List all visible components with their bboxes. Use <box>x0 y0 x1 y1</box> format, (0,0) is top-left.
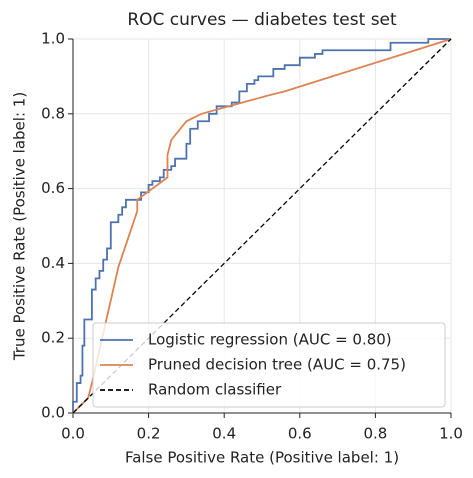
y-tick-label: 0.4 <box>41 254 65 272</box>
y-tick-label: 1.0 <box>41 30 65 48</box>
y-tick-label: 0.8 <box>41 104 65 122</box>
y-tick-label: 0.6 <box>41 179 65 197</box>
x-tick-label: 0.2 <box>137 425 161 443</box>
legend-label: Logistic regression (AUC = 0.80) <box>148 331 392 349</box>
x-tick-label: 0.6 <box>288 425 312 443</box>
x-tick-label: 0.4 <box>212 425 236 443</box>
legend-label: Pruned decision tree (AUC = 0.75) <box>148 356 406 374</box>
x-tick-label: 0.8 <box>363 425 387 443</box>
legend: Logistic regression (AUC = 0.80) Pruned d… <box>92 322 446 408</box>
y-tick-label: 0.0 <box>41 404 65 422</box>
series-line <box>72 38 451 413</box>
legend-label: Random classifier <box>148 381 282 399</box>
x-axis-label: False Positive Rate (Positive label: 1) <box>125 449 399 467</box>
x-tick-label: 1.0 <box>439 425 463 443</box>
legend-box <box>92 322 446 408</box>
chart-title: ROC curves — diabetes test set <box>127 10 397 30</box>
y-tick-label: 0.2 <box>41 329 65 347</box>
y-axis-label: True Positive Rate (Positive label: 1) <box>11 92 29 361</box>
x-tick-label: 0.0 <box>61 425 85 443</box>
